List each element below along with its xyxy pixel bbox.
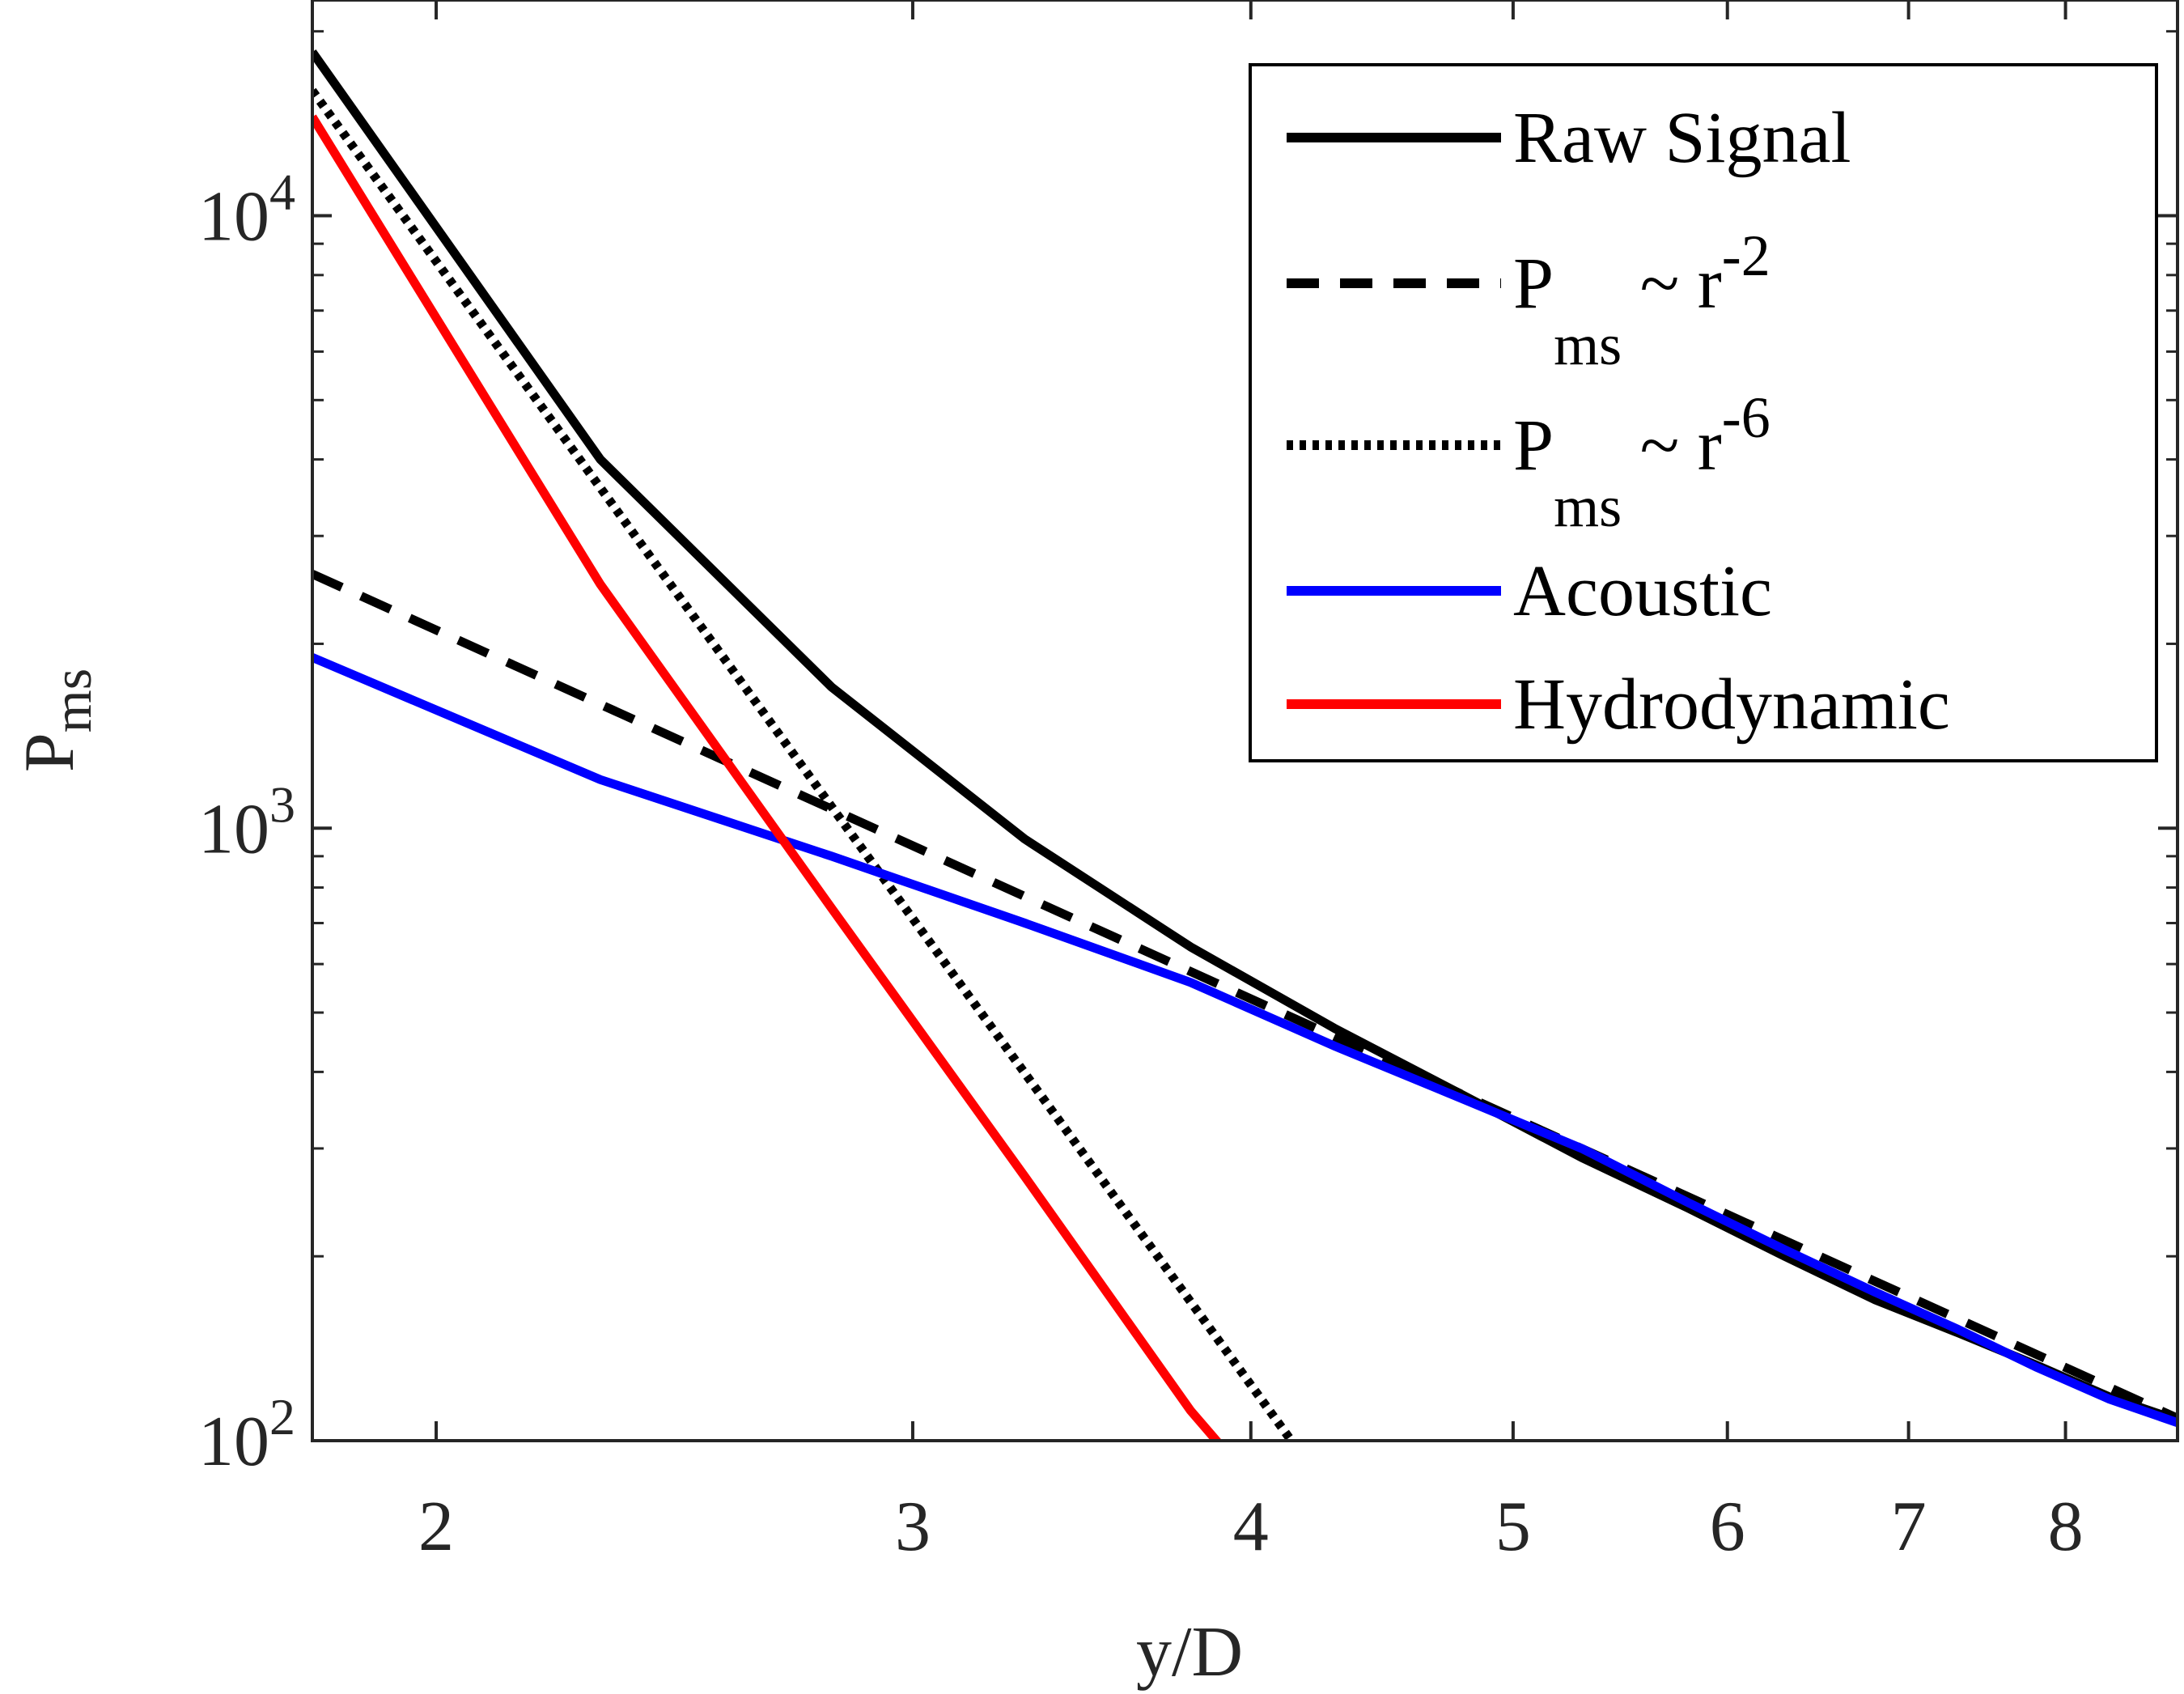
x-tick-label: 5 xyxy=(1495,1488,1531,1566)
x-tick-label: 2 xyxy=(418,1488,454,1566)
x-tick-label: 6 xyxy=(1710,1488,1745,1566)
y-tick-label-exp: 4 xyxy=(269,163,295,221)
x-tick-marks xyxy=(435,0,2067,1441)
series-line-r2 xyxy=(312,570,2178,1423)
x-tick-label: 8 xyxy=(2048,1488,2084,1566)
series-line-r6 xyxy=(312,87,1296,1441)
y-tick-label: 102 xyxy=(198,1388,295,1481)
legend-label-r2: Pms ~ r-2 xyxy=(1513,223,1771,377)
legend-box xyxy=(1249,63,2158,762)
x-tick-label: 4 xyxy=(1233,1488,1269,1566)
x-axis-label: y/D xyxy=(1136,1613,1243,1692)
y-tick-label-exp: 2 xyxy=(269,1388,295,1446)
series-layer xyxy=(312,49,2178,1441)
plot-frame xyxy=(311,0,2179,1442)
x-tick-labels: 2 3 4 5 6 7 8 xyxy=(418,1488,2084,1566)
y-axis-label-main: P xyxy=(11,732,89,772)
y-axis-label: Pms xyxy=(11,669,103,772)
y-tick-label-exp: 3 xyxy=(269,775,295,833)
legend-label-acoustic: Acoustic xyxy=(1513,551,1772,631)
legend-label-r6: Pms ~ r-6 xyxy=(1513,385,1771,539)
legend-label-tail: ~ r xyxy=(1622,244,1722,324)
legend-label-sub: ms xyxy=(1554,312,1622,377)
series-line-acoustic xyxy=(312,653,2178,1427)
legend-label-sub: ms xyxy=(1554,474,1622,539)
legend-label-main: P xyxy=(1513,244,1554,324)
legend-label-raw: Raw Signal xyxy=(1513,98,1851,178)
series-line-hydro xyxy=(312,114,1223,1441)
legend-label-tail: ~ r xyxy=(1622,405,1722,486)
legend-label-main: Raw Signal xyxy=(1513,98,1851,178)
legend-label-sup: -6 xyxy=(1722,385,1771,450)
y-tick-label-base: 10 xyxy=(198,790,269,868)
x-tick-label: 3 xyxy=(895,1488,931,1566)
legend-label-main: Hydrodynamic xyxy=(1513,664,1950,745)
legend-label-main: Acoustic xyxy=(1513,551,1772,631)
x-tick-label: 7 xyxy=(1891,1488,1927,1566)
y-tick-label: 104 xyxy=(198,163,295,257)
y-tick-label-base: 10 xyxy=(198,178,269,257)
y-tick-label: 103 xyxy=(198,775,295,868)
y-tick-label-base: 10 xyxy=(198,1403,269,1481)
legend-label-main: P xyxy=(1513,405,1554,486)
legend-label-hydro: Hydrodynamic xyxy=(1513,664,1950,745)
legend-label-sup: -2 xyxy=(1722,223,1771,288)
y-axis-label-sub: ms xyxy=(41,669,103,732)
